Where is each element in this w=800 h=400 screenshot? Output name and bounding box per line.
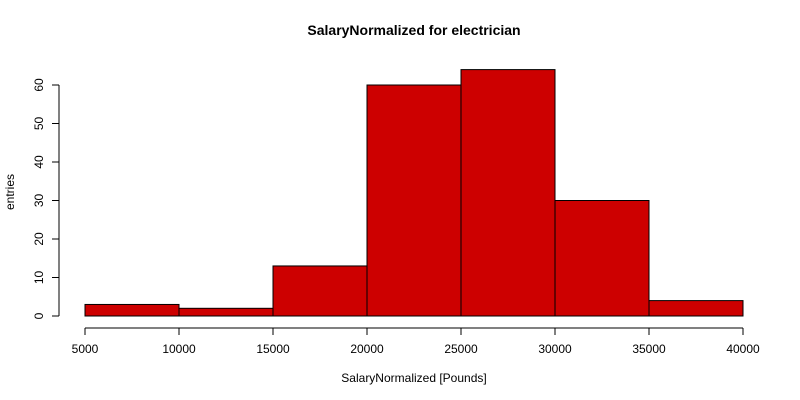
y-axis: 0 10 20 30 40 50 60 bbox=[32, 78, 60, 319]
x-axis: 5000 10000 15000 20000 25000 30000 35000 40000 bbox=[72, 327, 760, 356]
y-tick-label: 50 bbox=[32, 117, 46, 131]
y-tick-label: 20 bbox=[32, 232, 46, 246]
y-tick-label: 30 bbox=[32, 194, 46, 208]
x-tick-label: 5000 bbox=[72, 342, 99, 356]
histogram-bar bbox=[460, 69, 556, 317]
x-tick-label: 40000 bbox=[726, 342, 760, 356]
chart-title: SalaryNormalized for electrician bbox=[307, 22, 520, 38]
x-tick-label: 35000 bbox=[632, 342, 666, 356]
x-tick-label: 25000 bbox=[444, 342, 478, 356]
histogram-bar bbox=[272, 265, 368, 317]
y-tick-label: 0 bbox=[32, 312, 46, 319]
y-tick-label: 40 bbox=[32, 155, 46, 169]
x-tick-label: 15000 bbox=[256, 342, 290, 356]
y-axis-label: entries bbox=[3, 174, 17, 210]
y-tick-label: 60 bbox=[32, 78, 46, 92]
x-tick-label: 10000 bbox=[162, 342, 196, 356]
histogram-bar bbox=[84, 303, 180, 317]
y-tick-label: 10 bbox=[32, 271, 46, 285]
histogram-bar bbox=[554, 200, 650, 317]
x-tick-label: 20000 bbox=[350, 342, 384, 356]
histogram-bar bbox=[366, 84, 462, 317]
histogram-bar bbox=[178, 307, 274, 317]
bars-group bbox=[84, 69, 744, 317]
x-tick-label: 30000 bbox=[538, 342, 572, 356]
x-axis-label: SalaryNormalized [Pounds] bbox=[341, 371, 486, 385]
histogram-bar bbox=[648, 300, 744, 317]
